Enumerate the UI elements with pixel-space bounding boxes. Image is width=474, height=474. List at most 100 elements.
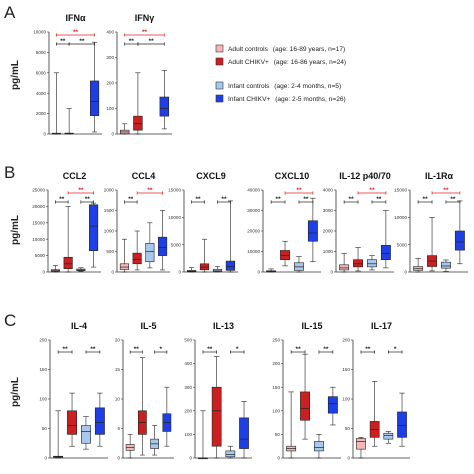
significance-label: ** <box>196 196 202 203</box>
significance-label: ** <box>63 346 69 353</box>
box-adult-chikv <box>63 256 73 270</box>
y-tick-label: 2000 <box>36 111 47 116</box>
legend-detail: (age: 2-4 months, n=5) <box>274 83 341 90</box>
box-infant-control <box>367 259 377 268</box>
box-infant-control <box>81 425 91 444</box>
y-tick-label: 200 <box>272 361 280 366</box>
box-infant-chikv <box>158 236 168 256</box>
y-tick-label: 200 <box>342 338 350 343</box>
significance-label: ** <box>60 38 66 45</box>
box-adult-chikv <box>133 115 143 131</box>
plot-title: CXCL9 <box>196 171 226 181</box>
significance-label: ** <box>78 187 84 194</box>
panel-letter-a: A <box>4 3 16 22</box>
y-tick-label: 2000 <box>323 229 334 234</box>
svg-text:Adult CHIKV+ (age: 16-: Adult CHIKV+ (age: 16-86 years, n=24) <box>228 59 346 66</box>
box-adult-chikv <box>280 250 290 261</box>
y-tick-label: 150 <box>39 367 47 372</box>
significance-label: ** <box>142 29 148 36</box>
box-adult-chikv <box>132 252 142 265</box>
significance-label: ** <box>365 346 371 353</box>
plot-title: CCL4 <box>132 171 156 181</box>
y-tick-label: 0 <box>178 270 181 275</box>
plot-title: CXCL10 <box>275 171 310 181</box>
panel-letter-c: C <box>4 311 16 330</box>
significance-label: ** <box>207 346 213 353</box>
y-tick-label: 300 <box>184 385 192 390</box>
significance-label: ** <box>149 38 155 45</box>
plot-title: IL-5 <box>140 321 156 331</box>
significance-label: ** <box>423 196 429 203</box>
y-tick-label: 0 <box>404 270 407 275</box>
plot-title: IL-13 <box>213 321 234 331</box>
box-adult-chikv <box>353 259 363 268</box>
y-axis-label-c: pg/mL <box>10 377 21 407</box>
svg-text:Adult controls (age: 1: Adult controls (age: 16-89 years, n=17) <box>228 46 345 53</box>
y-tick-label: 100 <box>342 397 350 402</box>
y-tick-label: 0 <box>111 270 114 275</box>
plot-11: 0 50 100 150 200 250 IL-15 ** ** <box>272 321 341 461</box>
significance-label: ** <box>276 196 282 203</box>
y-tick-label: 50 <box>275 432 281 437</box>
y-tick-label: 100 <box>272 408 280 413</box>
y-tick-label: 0 <box>44 456 47 461</box>
y-tick-label: 10000 <box>33 30 46 35</box>
y-tick-label: 20000 <box>32 204 45 209</box>
plot-title: IFNγ <box>135 13 155 23</box>
y-tick-label: 30000 <box>247 208 260 213</box>
y-tick-label: 6000 <box>36 70 47 75</box>
y-tick-label: 500 <box>184 338 192 343</box>
significance-label: ** <box>134 346 140 353</box>
box-infant-chikv <box>307 220 318 242</box>
y-tick-label: 400 <box>184 361 192 366</box>
box-infant-chikv <box>94 407 105 435</box>
legend-label: Infant CHIKV+ <box>228 96 270 103</box>
box-infant-control <box>383 432 394 440</box>
significance-label: ** <box>369 187 375 194</box>
significance-label: ** <box>450 196 456 203</box>
significance-label: * <box>394 346 397 353</box>
legend-detail: (age: 16-86 years, n=24) <box>274 59 346 66</box>
significance-label: ** <box>147 187 153 194</box>
significance-label: ** <box>221 196 227 203</box>
y-tick-label: 0 <box>277 456 280 461</box>
legend: Adult controls (age: 16-89 years, n=17) … <box>215 44 346 103</box>
plot-title: IL-17 <box>371 321 392 331</box>
y-tick-label: 100 <box>106 106 114 111</box>
box-infant-control <box>145 243 155 263</box>
box-infant-chikv <box>327 396 338 414</box>
y-tick-label: 10 <box>115 397 121 402</box>
y-tick-label: 3000 <box>323 208 334 213</box>
box-adult-chikv <box>300 391 310 421</box>
box-infant-control <box>225 450 236 458</box>
plot-4: 0 5000 10000 15000 CXCL9 ** ** <box>168 171 238 275</box>
y-tick-label: 100 <box>39 397 47 402</box>
y-tick-label: 5000 <box>35 253 46 258</box>
significance-label: ** <box>73 29 79 36</box>
y-tick-label: 0 <box>330 270 333 275</box>
significance-label: ** <box>129 38 135 45</box>
significance-label: ** <box>296 346 302 353</box>
y-tick-label: 15000 <box>32 220 45 225</box>
plot-title: CCL2 <box>63 171 87 181</box>
plot-title: IL-15 <box>301 321 322 331</box>
y-tick-label: 50 <box>42 426 48 431</box>
y-tick-label: 15000 <box>394 188 407 193</box>
y-tick-label: 1500 <box>104 208 115 213</box>
y-tick-label: 5 <box>117 426 120 431</box>
significance-label: * <box>159 346 162 353</box>
y-tick-label: 100 <box>184 432 192 437</box>
y-tick-label: 8000 <box>36 50 47 55</box>
y-tick-label: 2000 <box>104 188 115 193</box>
legend-entry-adult-chikv: Adult CHIKV+ (age: 16-86 years, n=24) <box>215 57 346 66</box>
y-tick-label: 40000 <box>247 188 260 193</box>
plot-title: IL-4 <box>71 321 87 331</box>
y-tick-label: 5000 <box>171 242 182 247</box>
significance-label: ** <box>128 196 134 203</box>
